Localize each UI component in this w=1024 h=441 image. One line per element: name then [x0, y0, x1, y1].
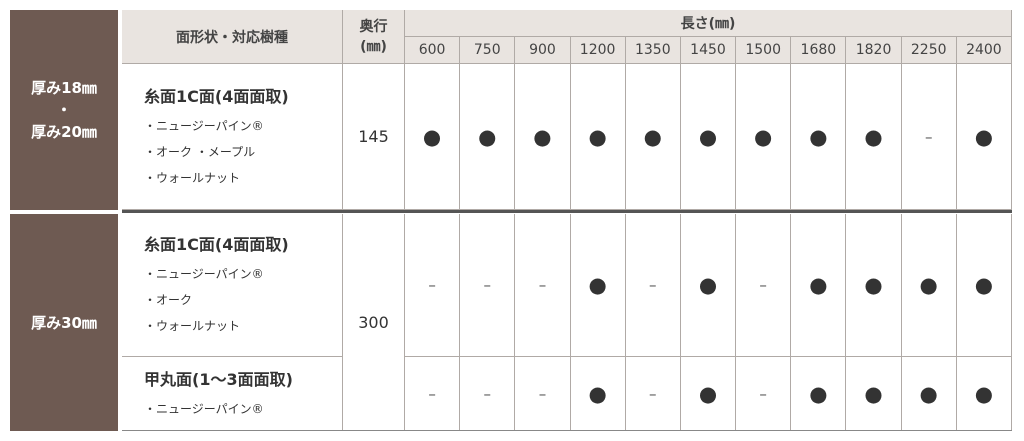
availability: –	[625, 357, 681, 431]
availability: ●	[570, 357, 626, 431]
length-value: 1200	[570, 37, 626, 64]
availability: ●	[956, 214, 1012, 357]
availability: ●	[846, 214, 902, 357]
length-value: 1350	[625, 37, 681, 64]
thickness-line: 厚み30㎜	[31, 313, 97, 332]
availability: –	[625, 214, 681, 357]
species: ・オーク	[144, 293, 193, 307]
length-value: 2250	[901, 37, 957, 64]
length-header: 長さ(㎜)	[405, 10, 1012, 37]
availability: ●	[570, 214, 626, 357]
product-name: 甲丸面(1〜3面面取) ・ニュージーパイン®	[122, 357, 343, 431]
availability: –	[901, 64, 957, 210]
thickness-label: 厚み18㎜・厚み20㎜	[10, 10, 118, 210]
length-value: 1500	[736, 37, 792, 64]
availability: ●	[405, 64, 461, 210]
species: ・ニュージーパイン®	[144, 118, 264, 133]
species: ・ニュージーパイン®	[144, 401, 264, 416]
depth-header-line: (㎜)	[360, 38, 387, 55]
thickness-label: 厚み30㎜	[10, 214, 118, 431]
product-title: 甲丸面(1〜3面面取)	[144, 369, 293, 389]
depth-header: 奥行 (㎜)	[343, 10, 405, 64]
availability: ●	[736, 64, 792, 210]
availability: ●	[570, 64, 626, 210]
availability: ●	[515, 64, 571, 210]
availability: ●	[956, 357, 1012, 431]
availability: ●	[791, 214, 847, 357]
depth-value: 300	[343, 214, 405, 431]
species: ・ニュージーパイン®	[144, 267, 264, 281]
bottom-line	[122, 430, 1012, 431]
species: ・オーク ・メープル	[144, 144, 256, 159]
availability: –	[736, 214, 792, 357]
availability: ●	[901, 357, 957, 431]
availability: ●	[901, 214, 957, 357]
availability: –	[405, 214, 461, 357]
depth-value: 145	[343, 64, 405, 210]
availability: –	[405, 357, 461, 431]
availability: ●	[791, 64, 847, 210]
availability: –	[460, 214, 516, 357]
product-name: 糸面1C面(4面面取) ・ニュージーパイン® ・オーク ・メープル ・ウォールナット	[122, 64, 343, 210]
availability: ●	[625, 64, 681, 210]
availability: ●	[680, 64, 737, 210]
product-name: 糸面1C面(4面面取) ・ニュージーパイン® ・オーク・ウォールナット	[122, 214, 343, 357]
length-value: 900	[515, 37, 571, 64]
availability: ●	[846, 64, 902, 210]
availability: ●	[460, 64, 516, 210]
availability: –	[736, 357, 792, 431]
thickness-line: 厚み20㎜	[31, 123, 97, 141]
availability: ●	[791, 357, 847, 431]
availability: ●	[846, 357, 902, 431]
availability: –	[460, 357, 516, 431]
depth-header-line: 奥行	[359, 18, 388, 35]
availability: ●	[680, 214, 737, 357]
product-title: 糸面1C面(4面面取)	[144, 86, 289, 106]
length-value: 1680	[791, 37, 847, 64]
availability: ●	[680, 357, 737, 431]
group-separator	[122, 210, 1012, 213]
length-value: 1450	[680, 37, 737, 64]
length-value: 1820	[846, 37, 902, 64]
product-title: 糸面1C面(4面面取)	[144, 235, 289, 254]
species: ・ウォールナット	[144, 319, 241, 333]
thickness-line: ・	[56, 101, 72, 119]
thickness-line: 厚み18㎜	[31, 79, 97, 97]
species: ・ウォールナット	[144, 170, 241, 185]
availability: –	[515, 214, 571, 357]
length-value: 750	[460, 37, 516, 64]
availability: –	[515, 357, 571, 431]
availability: ●	[956, 64, 1012, 210]
type-header: 面形状・対応樹種	[122, 10, 343, 64]
length-value: 600	[405, 37, 461, 64]
length-value: 2400	[956, 37, 1012, 64]
